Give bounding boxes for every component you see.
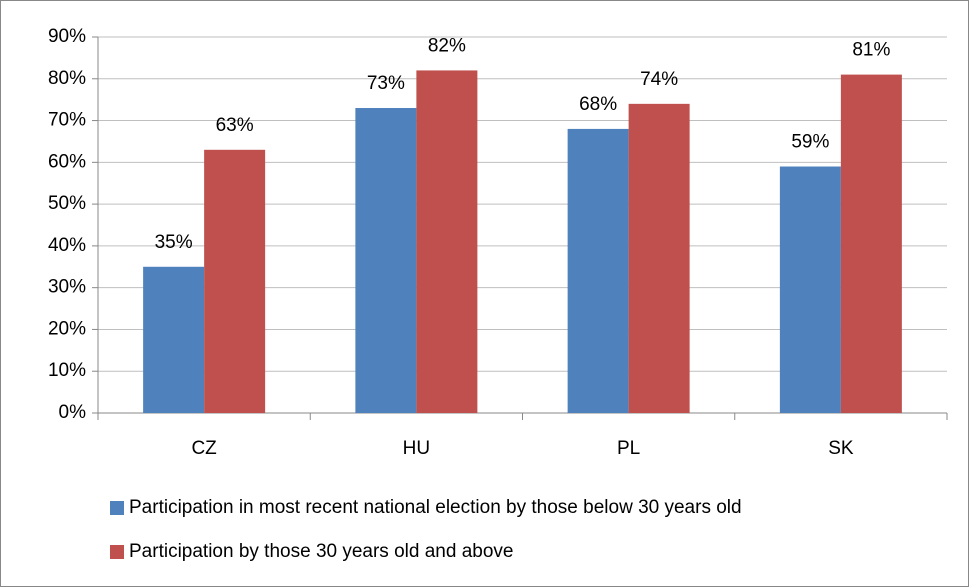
y-tick-label: 90% — [48, 26, 86, 47]
y-tick-label: 40% — [48, 235, 86, 256]
data-label: 82% — [428, 35, 466, 56]
data-label: 35% — [155, 232, 193, 253]
legend-swatch — [110, 501, 124, 515]
y-tick-label: 80% — [48, 68, 86, 89]
y-tick-label: 30% — [48, 277, 86, 298]
bar — [204, 149, 266, 414]
y-tick-label: 10% — [48, 360, 86, 381]
bar — [779, 166, 841, 413]
bar — [840, 74, 902, 413]
x-tick-label: SK — [828, 438, 854, 459]
x-tick-label: HU — [403, 438, 430, 459]
legend-label: Participation in most recent national el… — [129, 497, 742, 518]
x-tick-label: CZ — [191, 438, 217, 459]
legend-label: Participation by those 30 years old and … — [129, 541, 513, 562]
y-tick-label: 0% — [59, 402, 87, 423]
legend-swatch — [110, 545, 124, 559]
bar — [416, 70, 478, 413]
y-tick-label: 60% — [48, 151, 86, 172]
bar — [143, 266, 205, 413]
data-label: 81% — [852, 40, 890, 61]
data-label: 74% — [640, 69, 678, 90]
y-tick-label: 50% — [48, 193, 86, 214]
bar — [628, 103, 690, 413]
data-label: 59% — [791, 132, 829, 153]
bar — [355, 108, 417, 414]
x-tick-label: PL — [617, 438, 640, 459]
y-tick-label: 20% — [48, 318, 86, 339]
data-label: 68% — [579, 94, 617, 115]
bar — [567, 128, 629, 413]
data-label: 63% — [216, 115, 254, 136]
data-label: 73% — [367, 73, 405, 94]
y-tick-label: 70% — [48, 110, 86, 131]
